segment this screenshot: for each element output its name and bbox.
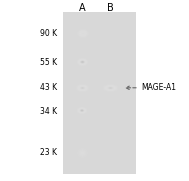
- Text: 90 K: 90 K: [40, 29, 57, 38]
- Text: 43 K: 43 K: [40, 83, 57, 92]
- Text: MAGE-A1: MAGE-A1: [141, 83, 176, 92]
- Bar: [63, 12, 136, 174]
- Text: 55 K: 55 K: [40, 58, 57, 67]
- Text: B: B: [107, 3, 114, 13]
- Text: 34 K: 34 K: [40, 107, 57, 116]
- Text: 23 K: 23 K: [40, 148, 57, 157]
- Text: A: A: [79, 3, 86, 13]
